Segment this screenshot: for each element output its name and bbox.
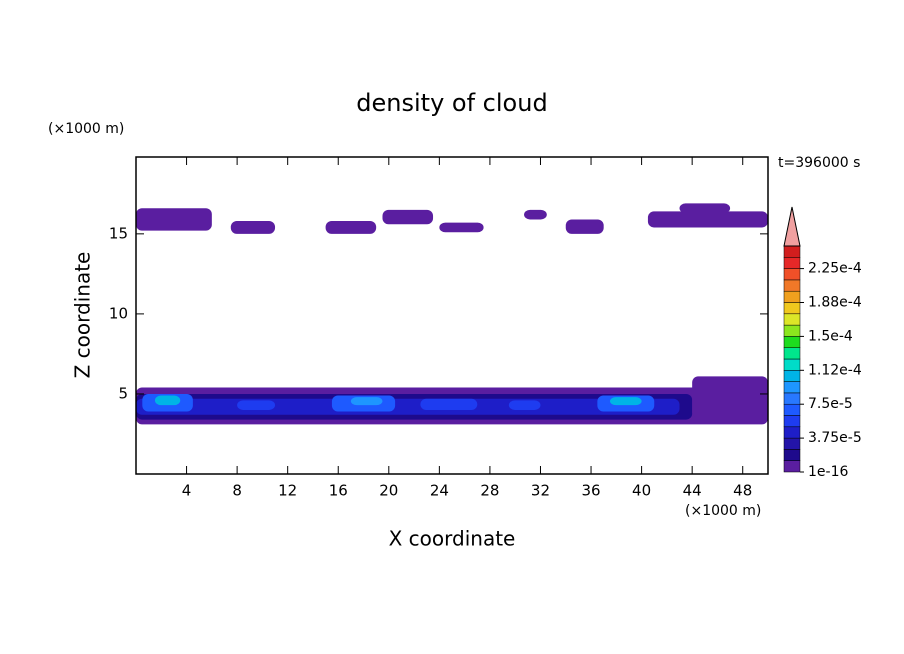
colorbar-box [783,268,801,281]
x-tick-label: 24 [430,482,449,500]
x-tick-label: 16 [329,482,348,500]
colorbar-box [783,381,801,394]
chart-title: density of cloud [356,89,547,117]
colorbar-label: 3.75e-5 [808,430,862,446]
x-tick-label: 44 [683,482,702,500]
contour-cell [154,395,181,406]
colorbar-box [783,437,801,450]
colorbar-box [783,257,801,269]
contour-cell [136,208,212,231]
x-tick-label: 48 [733,482,752,500]
plot-frame [135,156,769,475]
colorbar-label: 1.88e-4 [808,295,862,311]
x-tick-label: 36 [581,482,600,500]
x-tick-label: 28 [480,482,499,500]
x-tick-label: 40 [632,482,651,500]
colorbar-box [783,358,801,371]
colorbar-box [783,415,801,428]
colorbar-overflow [783,206,801,247]
colorbar-box [783,426,801,439]
colorbar-label: 2.25e-4 [808,261,862,277]
contour-cell [420,398,478,410]
contour-cell [382,209,434,225]
colorbar-label: 1.12e-4 [808,362,862,378]
colorbar-box [783,370,801,382]
y-tick-label: 15 [109,224,128,242]
y-axis-label: Z coordinate [71,252,95,379]
contour-cell [350,397,383,406]
contour-cell [610,397,642,406]
colorbar-box [783,290,801,303]
contour-cell [647,211,768,228]
contour-cell [439,222,484,233]
colorbar-box [783,449,801,461]
colorbar-box [783,336,801,348]
contour-cell [237,400,276,410]
x-tick-label: 20 [379,482,398,500]
contour-cell [679,203,731,214]
contour-cell [565,219,604,234]
y-unit: (×1000 m) [48,121,124,137]
contour-cell [692,376,768,418]
colorbar-box [783,302,801,315]
colorbar-box [783,392,801,405]
x-unit: (×1000 m) [685,503,761,519]
colorbar-box [783,279,801,292]
x-tick-label: 4 [182,482,192,500]
contour-cell [508,400,541,410]
time-label: t=396000 s [778,155,860,171]
colorbar-label: 7.5e-5 [808,396,853,412]
contour-cell [325,221,377,234]
colorbar-box [783,245,801,258]
colorbar-box [783,313,801,326]
colorbar-label: 1e-16 [808,464,848,480]
y-tick-label: 5 [118,384,128,402]
contour-cell [230,221,276,234]
x-tick-label: 8 [232,482,242,500]
x-axis-label: X coordinate [389,527,516,551]
y-tick-label: 10 [109,304,128,322]
colorbar-box [783,324,801,337]
contour-cell [524,209,547,220]
colorbar-box [783,347,801,360]
colorbar-label: 1.5e-4 [808,328,853,344]
x-tick-label: 32 [531,482,550,500]
colorbar-box [783,460,801,473]
colorbar-box [783,403,801,416]
x-tick-label: 12 [278,482,297,500]
